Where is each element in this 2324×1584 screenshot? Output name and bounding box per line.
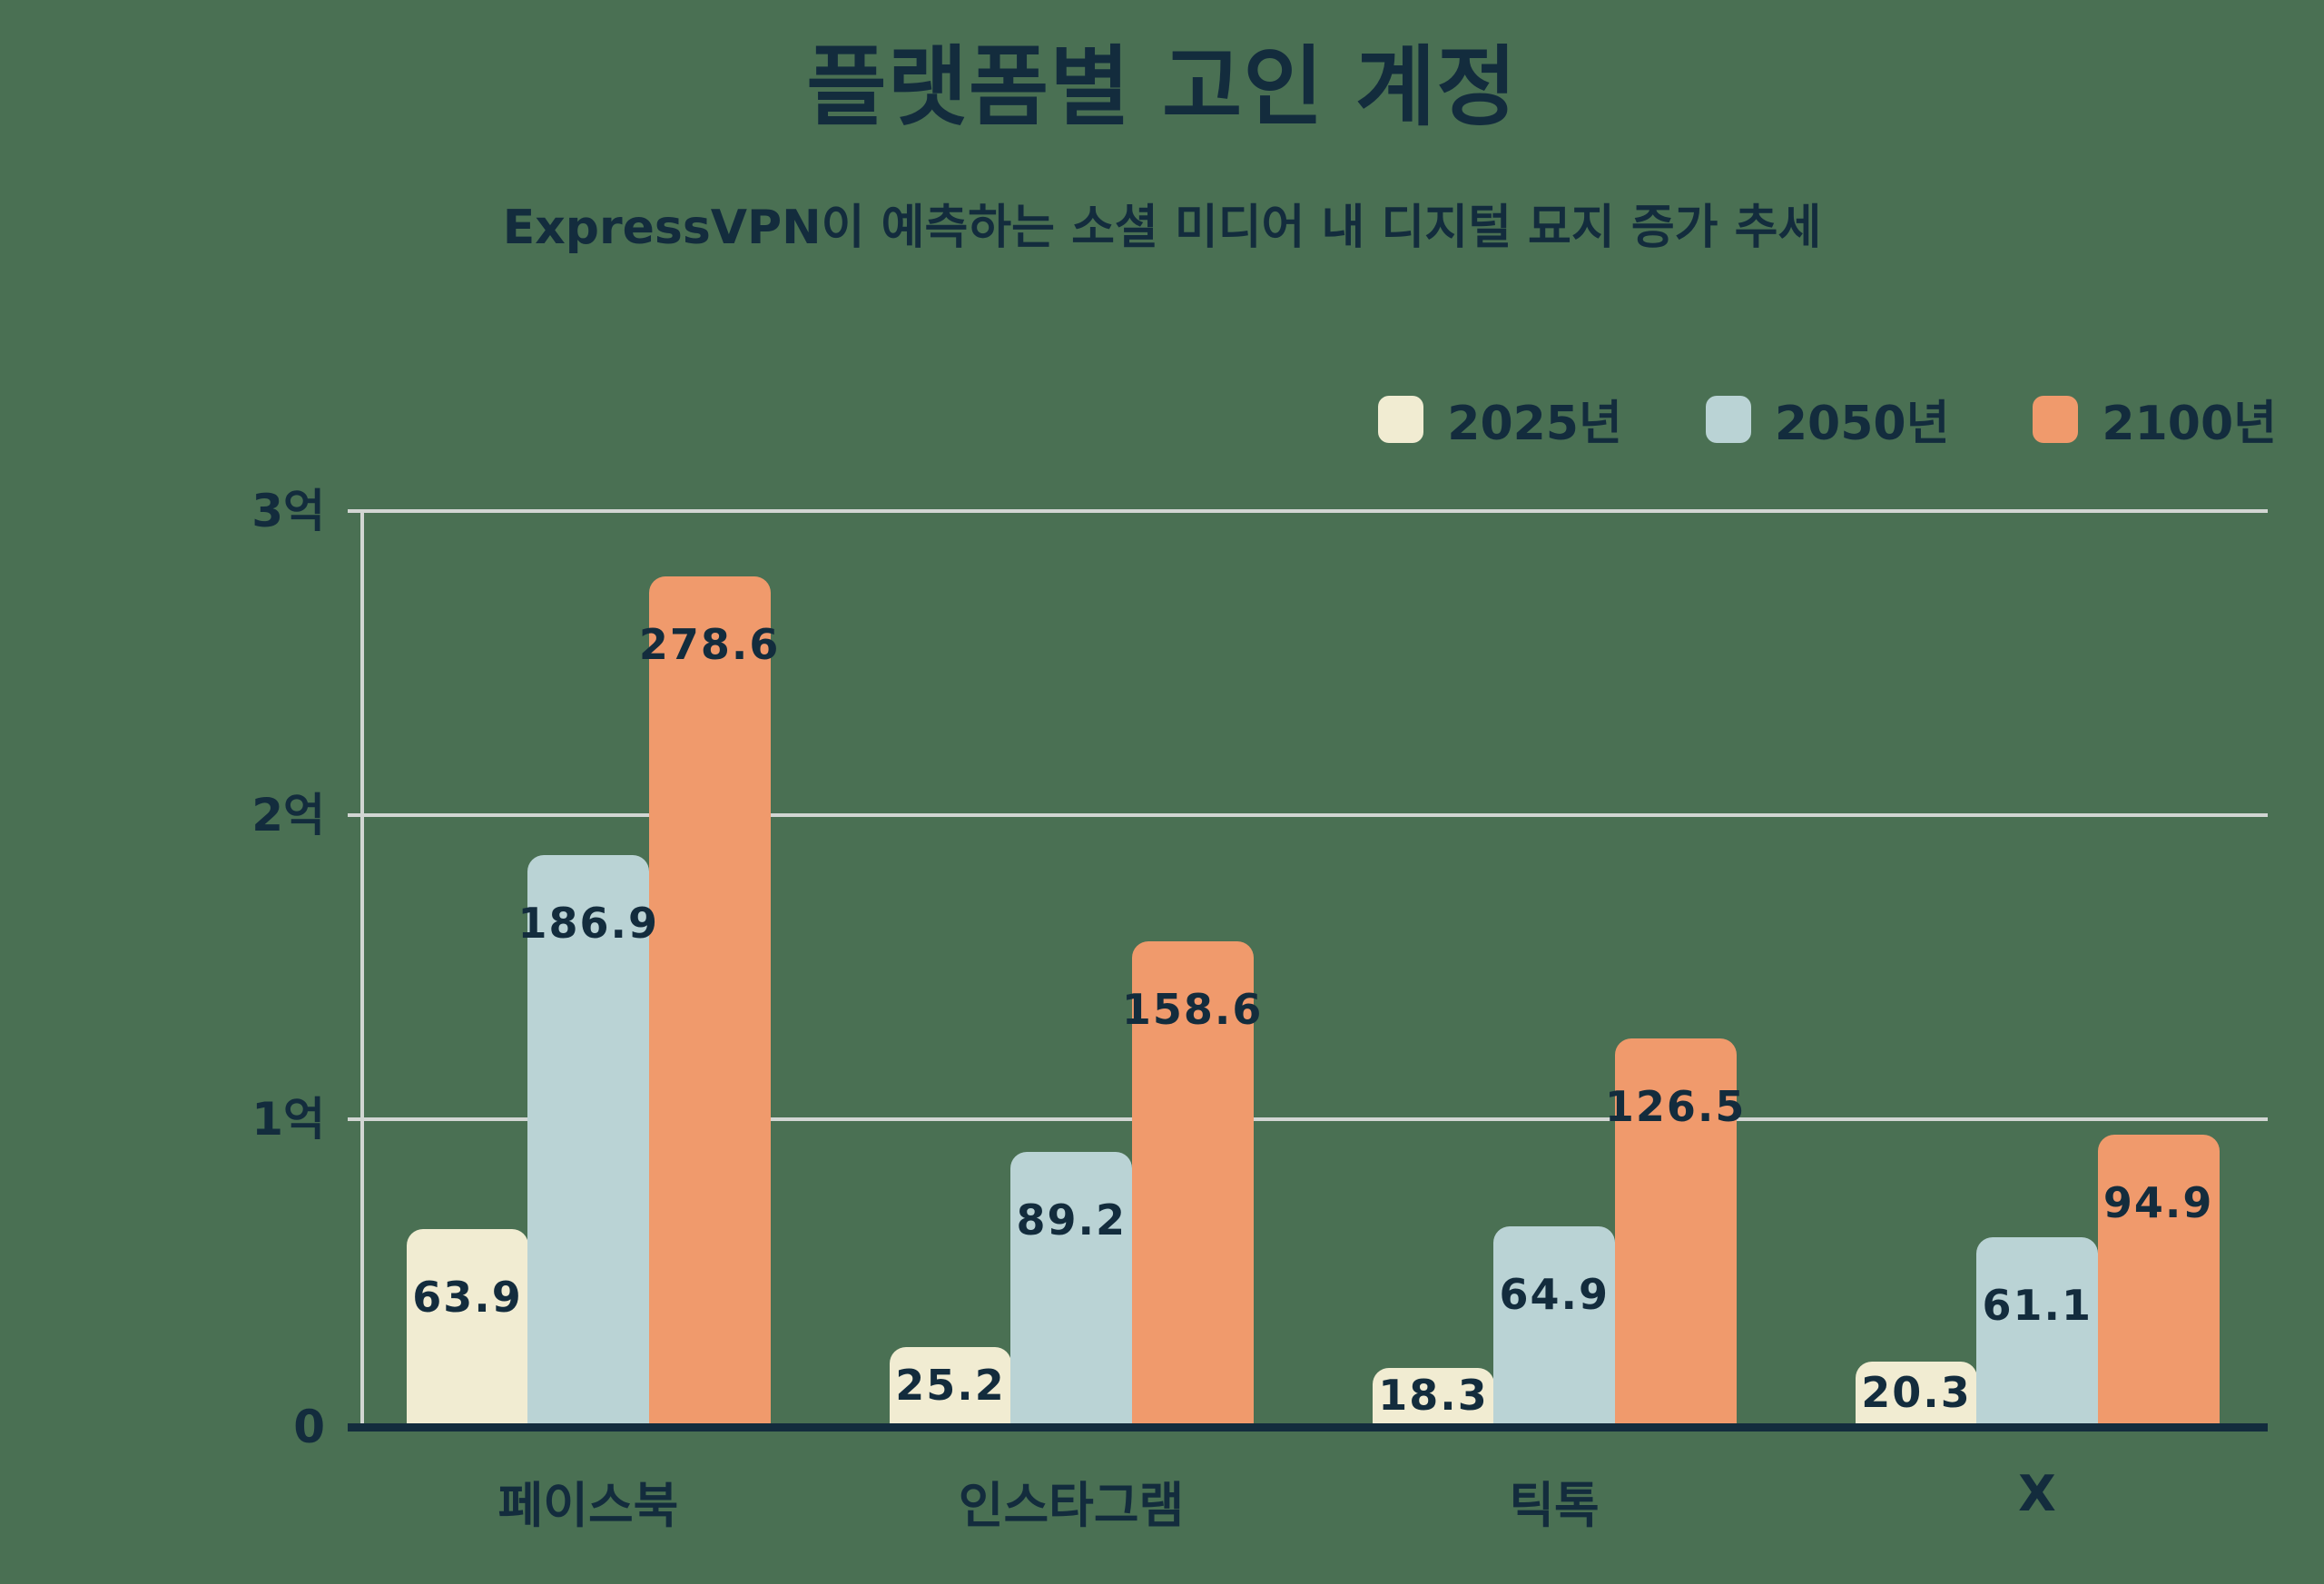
bar-value-label-틱톡-2025년: 18.3	[1378, 1371, 1489, 1421]
bar-인스타그램-2025년	[890, 1346, 1011, 1423]
x-category-label-틱톡: 틱톡	[1509, 1477, 1600, 1534]
legend-item-2050년: 2050년	[1705, 385, 1950, 453]
bar-value-label-페이스북-2100년: 278.6	[638, 619, 781, 669]
legend: 2025년 2050년 2100년	[1378, 385, 2277, 453]
legend-label: 2100년	[2102, 397, 2277, 451]
legend-item-2025년: 2025년	[1378, 385, 1622, 453]
legend-label: 2050년	[1774, 397, 1950, 451]
x-category-label-페이스북: 페이스북	[497, 1477, 679, 1534]
bar-value-label-X-2050년: 61.1	[1982, 1281, 2093, 1331]
bar-X-2025년	[1856, 1361, 1977, 1423]
bar-틱톡-2050년	[1493, 1225, 1616, 1423]
gridline-2억	[348, 813, 2268, 817]
y-tick-label-1억: 1억	[251, 1093, 325, 1146]
legend-swatch-icon	[1705, 395, 1751, 443]
x-category-label-X: X	[2018, 1465, 2056, 1522]
bar-value-label-인스타그램-2025년: 25.2	[895, 1360, 1006, 1410]
bar-value-label-틱톡-2100년: 126.5	[1604, 1082, 1747, 1132]
y-axis-line	[360, 509, 364, 1423]
x-category-label-인스타그램: 인스타그램	[958, 1477, 1185, 1534]
legend-label: 2025년	[1447, 397, 1622, 451]
legend-item-2100년: 2100년	[2033, 385, 2277, 453]
gridline-3억	[348, 509, 2268, 513]
bar-틱톡-2100년	[1614, 1038, 1737, 1423]
x-axis-baseline	[348, 1423, 2268, 1432]
page-subtitle: ExpressVPN이 예측하는 소셜 미디어 내 디지털 묘지 증가 추세	[502, 201, 1822, 255]
y-tick-label-3억: 3억	[251, 485, 325, 537]
y-tick-label-2억: 2억	[251, 789, 325, 841]
bar-페이스북-2050년	[527, 854, 650, 1423]
bar-value-label-페이스북-2050년: 186.9	[517, 898, 660, 948]
bar-value-label-페이스북-2025년: 63.9	[412, 1272, 523, 1322]
bar-value-label-인스타그램-2050년: 89.2	[1016, 1195, 1128, 1245]
legend-swatch-icon	[1378, 395, 1424, 443]
bar-value-label-X-2025년: 20.3	[1861, 1367, 1972, 1417]
bar-X-2050년	[1976, 1237, 2099, 1423]
gridline-1억	[348, 1117, 2268, 1121]
y-tick-label-0: 0	[293, 1401, 325, 1453]
bar-페이스북-2025년	[407, 1228, 528, 1423]
legend-swatch-icon	[2033, 395, 2079, 443]
bar-인스타그램-2100년	[1131, 940, 1254, 1423]
bar-인스타그램-2050년	[1010, 1152, 1133, 1423]
bar-value-label-인스타그램-2100년: 158.6	[1121, 984, 1264, 1034]
bar-X-2100년	[2097, 1135, 2220, 1423]
bar-페이스북-2100년	[648, 576, 771, 1423]
bar-value-label-X-2100년: 94.9	[2102, 1178, 2214, 1228]
bar-틱톡-2025년	[1373, 1367, 1494, 1423]
bar-value-label-틱톡-2050년: 64.9	[1499, 1269, 1610, 1319]
page-title: 플랫폼별 고인 계정	[806, 36, 1518, 138]
